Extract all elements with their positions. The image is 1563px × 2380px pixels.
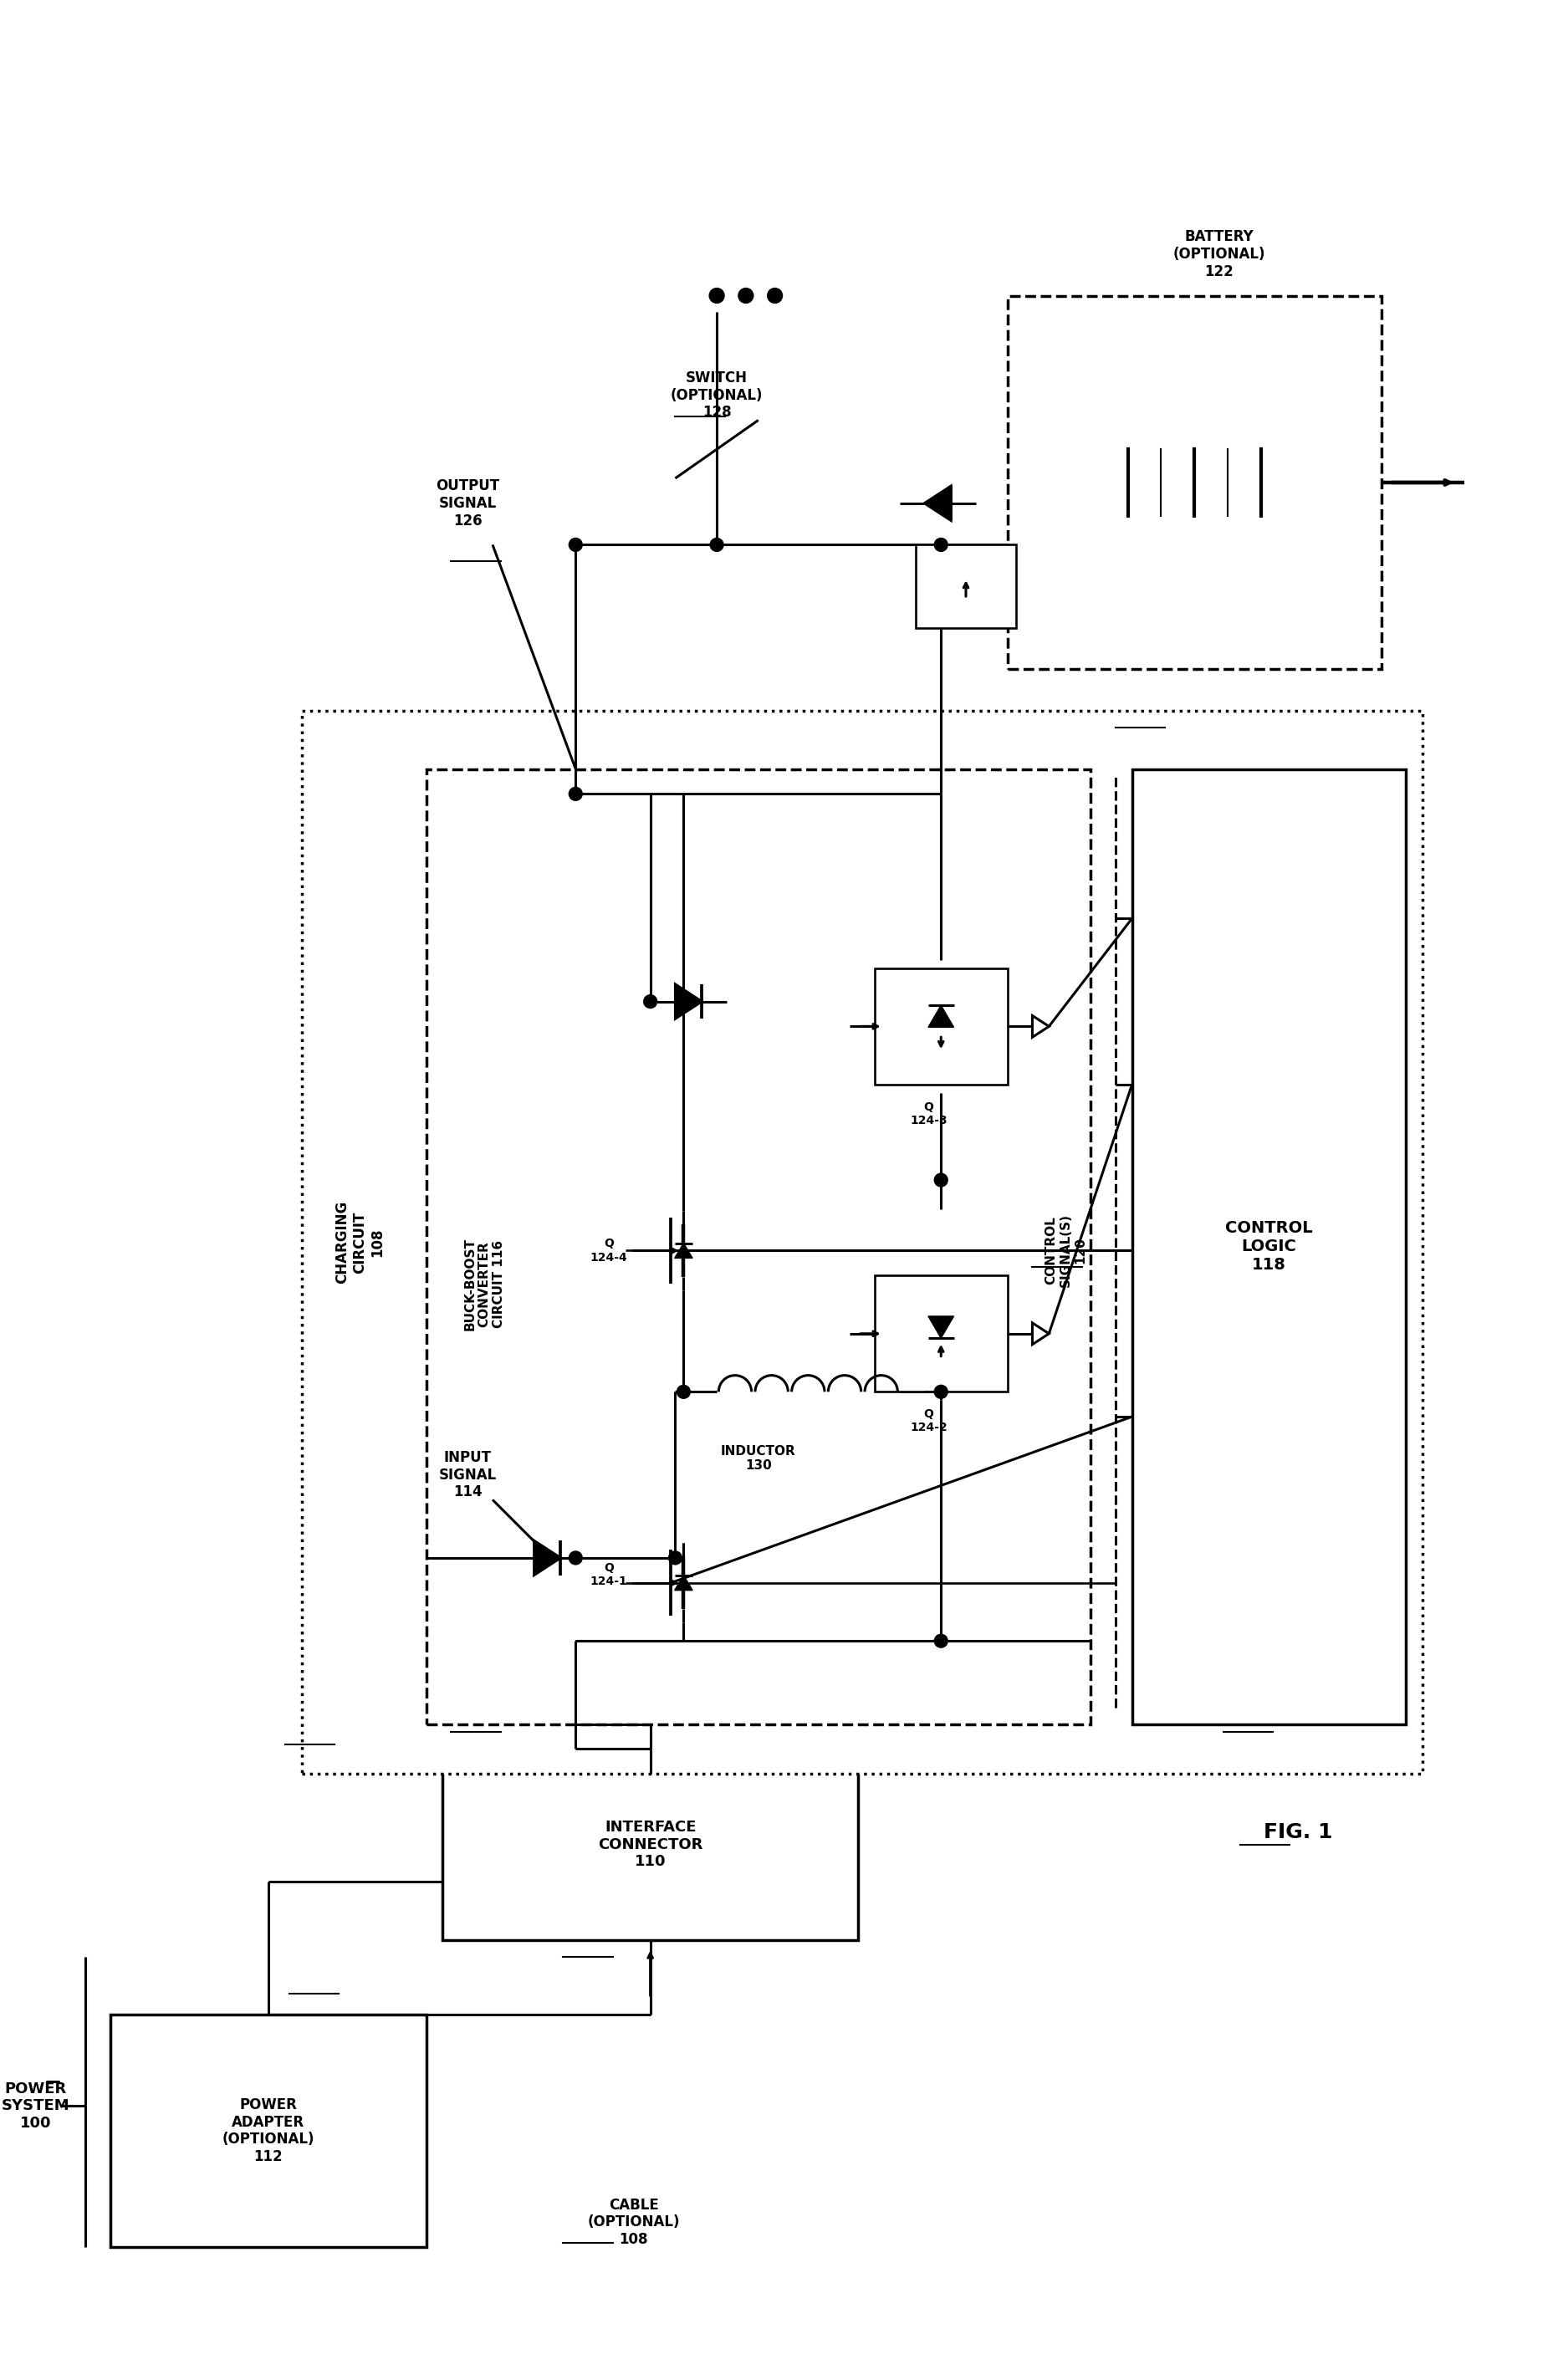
Text: SWITCH
(OPTIONAL)
128: SWITCH (OPTIONAL) 128 (671, 371, 763, 421)
Circle shape (935, 1635, 947, 1647)
Text: POWER
ADAPTER
(OPTIONAL)
112: POWER ADAPTER (OPTIONAL) 112 (222, 2097, 314, 2163)
Polygon shape (675, 1576, 692, 1590)
Circle shape (738, 288, 753, 302)
Polygon shape (1032, 1323, 1049, 1345)
Text: INDUCTOR
130: INDUCTOR 130 (721, 1445, 796, 1471)
Text: INPUT
SIGNAL
114: INPUT SIGNAL 114 (439, 1449, 497, 1499)
Circle shape (710, 288, 724, 302)
Circle shape (935, 538, 947, 552)
Text: OUTPUT
SIGNAL
126: OUTPUT SIGNAL 126 (436, 478, 500, 528)
Circle shape (710, 538, 724, 552)
Polygon shape (535, 1540, 561, 1576)
Polygon shape (675, 985, 702, 1019)
Circle shape (935, 1385, 947, 1399)
Bar (111, 2013, 427, 2247)
Bar (875, 1276, 1008, 1392)
Text: Q
124-4: Q 124-4 (591, 1238, 627, 1264)
Bar (1132, 769, 1407, 1723)
Circle shape (569, 788, 583, 800)
Polygon shape (924, 486, 950, 521)
Bar (302, 712, 1422, 1773)
Bar (916, 545, 1016, 628)
Circle shape (644, 995, 656, 1009)
Bar (875, 969, 1008, 1085)
Circle shape (767, 288, 783, 302)
Bar (1008, 295, 1382, 669)
Text: POWER
SYSTEM
100: POWER SYSTEM 100 (2, 2080, 70, 2130)
Text: Q
124-1: Q 124-1 (591, 1561, 627, 1587)
Polygon shape (675, 1242, 692, 1259)
Circle shape (569, 1552, 583, 1564)
Text: BUCK-BOOST
CONVERTER
CIRCUIT 116: BUCK-BOOST CONVERTER CIRCUIT 116 (464, 1238, 505, 1330)
Text: FIG. 1: FIG. 1 (1263, 1821, 1333, 1842)
Polygon shape (928, 1316, 953, 1338)
Text: CONTROL
LOGIC
118: CONTROL LOGIC 118 (1225, 1221, 1313, 1273)
Text: Q
124-3: Q 124-3 (910, 1102, 947, 1126)
Polygon shape (928, 1004, 953, 1028)
Bar (427, 769, 1091, 1723)
Circle shape (669, 1552, 681, 1564)
Circle shape (677, 1385, 691, 1399)
Text: BATTERY
(OPTIONAL)
122: BATTERY (OPTIONAL) 122 (1172, 228, 1266, 278)
Circle shape (935, 1173, 947, 1188)
Bar (442, 1749, 858, 1940)
Text: INTERFACE
CONNECTOR
110: INTERFACE CONNECTOR 110 (599, 1818, 703, 1868)
Text: CABLE
(OPTIONAL)
108: CABLE (OPTIONAL) 108 (588, 2197, 680, 2247)
Text: CONTROL
SIGNAL(S)
120: CONTROL SIGNAL(S) 120 (1044, 1214, 1086, 1288)
Text: Q
124-2: Q 124-2 (910, 1409, 947, 1433)
Circle shape (569, 538, 583, 552)
Polygon shape (1032, 1016, 1049, 1038)
Text: CHARGING
CIRCUIT
108: CHARGING CIRCUIT 108 (334, 1202, 384, 1283)
